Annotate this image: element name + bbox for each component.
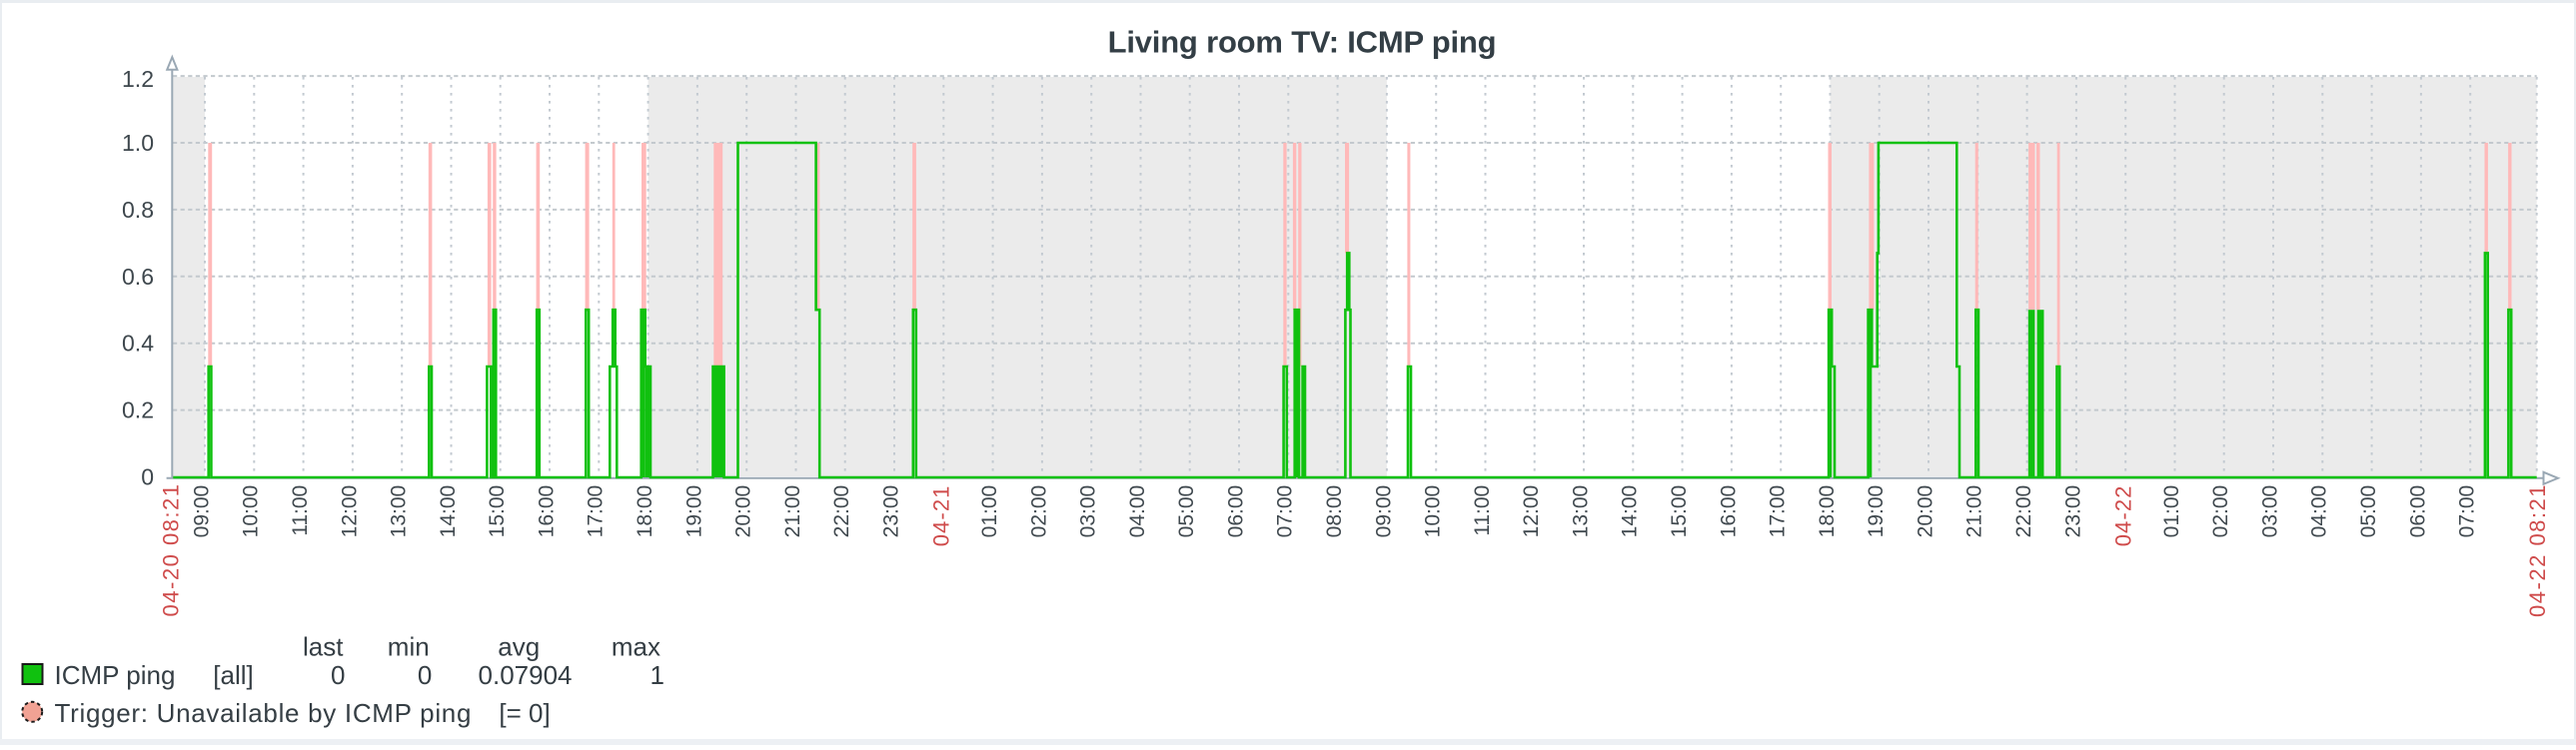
svg-text:17:00: 17:00 [1767,485,1790,538]
svg-text:04-20 08:21: 04-20 08:21 [158,483,183,617]
svg-text:07:00: 07:00 [1274,485,1297,538]
svg-text:ICMP ping: ICMP ping [55,660,176,690]
svg-text:05:00: 05:00 [1175,485,1198,538]
svg-text:last: last [303,632,344,662]
svg-text:04-22 08:21: 04-22 08:21 [2525,483,2550,617]
svg-text:19:00: 19:00 [682,485,705,538]
svg-text:0.2: 0.2 [122,397,154,423]
svg-text:11:00: 11:00 [289,485,312,536]
svg-text:06:00: 06:00 [2406,485,2429,538]
svg-text:17:00: 17:00 [585,485,608,538]
svg-text:21:00: 21:00 [1963,485,1986,538]
svg-text:22:00: 22:00 [2012,485,2035,538]
svg-text:21:00: 21:00 [781,485,804,538]
svg-text:10:00: 10:00 [1422,485,1445,538]
svg-text:max: max [612,632,660,662]
svg-text:0: 0 [331,660,345,690]
svg-text:04-21: 04-21 [929,485,954,547]
svg-text:04:00: 04:00 [2308,485,2331,538]
svg-text:avg: avg [498,632,540,662]
svg-text:19:00: 19:00 [1865,485,1888,538]
svg-text:18:00: 18:00 [634,485,656,538]
svg-text:1: 1 [650,660,664,690]
svg-text:01:00: 01:00 [978,485,1001,538]
svg-text:23:00: 23:00 [879,485,902,538]
svg-text:15:00: 15:00 [1668,485,1691,538]
svg-text:Living room TV: ICMP ping: Living room TV: ICMP ping [1108,25,1497,60]
svg-text:0.8: 0.8 [122,197,154,223]
svg-text:06:00: 06:00 [1224,485,1247,538]
svg-text:04-22: 04-22 [2111,485,2136,547]
svg-text:02:00: 02:00 [2209,485,2232,538]
svg-text:14:00: 14:00 [437,485,460,538]
svg-text:Trigger: Unavailable by ICMP p: Trigger: Unavailable by ICMP ping [55,698,473,728]
svg-text:09:00: 09:00 [190,485,213,538]
svg-text:[all]: [all] [213,660,253,690]
svg-text:0.6: 0.6 [122,264,154,290]
svg-text:1.2: 1.2 [122,66,154,92]
svg-text:20:00: 20:00 [732,485,755,538]
svg-text:09:00: 09:00 [1372,485,1395,538]
svg-text:05:00: 05:00 [2357,485,2380,538]
svg-text:18:00: 18:00 [1816,485,1839,538]
svg-text:0.4: 0.4 [122,331,154,357]
svg-text:10:00: 10:00 [240,485,263,538]
svg-text:23:00: 23:00 [2061,485,2084,538]
svg-text:16:00: 16:00 [1717,485,1740,538]
svg-text:11:00: 11:00 [1471,485,1494,536]
svg-text:22:00: 22:00 [830,485,853,538]
svg-text:[= 0]: [= 0] [499,698,550,728]
svg-text:03:00: 03:00 [1077,485,1100,538]
svg-text:0.07904: 0.07904 [479,660,573,690]
svg-text:04:00: 04:00 [1126,485,1149,538]
svg-text:03:00: 03:00 [2258,485,2281,538]
svg-text:min: min [388,632,430,662]
svg-text:16:00: 16:00 [535,485,558,538]
svg-text:08:00: 08:00 [1323,485,1346,538]
svg-text:15:00: 15:00 [486,485,509,538]
svg-text:13:00: 13:00 [1569,485,1592,538]
svg-text:01:00: 01:00 [2160,485,2183,538]
svg-text:0: 0 [141,464,154,490]
svg-text:1.0: 1.0 [122,130,154,156]
svg-text:0: 0 [418,660,432,690]
svg-text:20:00: 20:00 [1914,485,1936,538]
svg-text:12:00: 12:00 [338,485,361,538]
svg-text:07:00: 07:00 [2456,485,2479,538]
svg-text:14:00: 14:00 [1619,485,1642,538]
svg-text:12:00: 12:00 [1520,485,1543,538]
svg-text:13:00: 13:00 [388,485,411,538]
svg-text:02:00: 02:00 [1027,485,1050,538]
